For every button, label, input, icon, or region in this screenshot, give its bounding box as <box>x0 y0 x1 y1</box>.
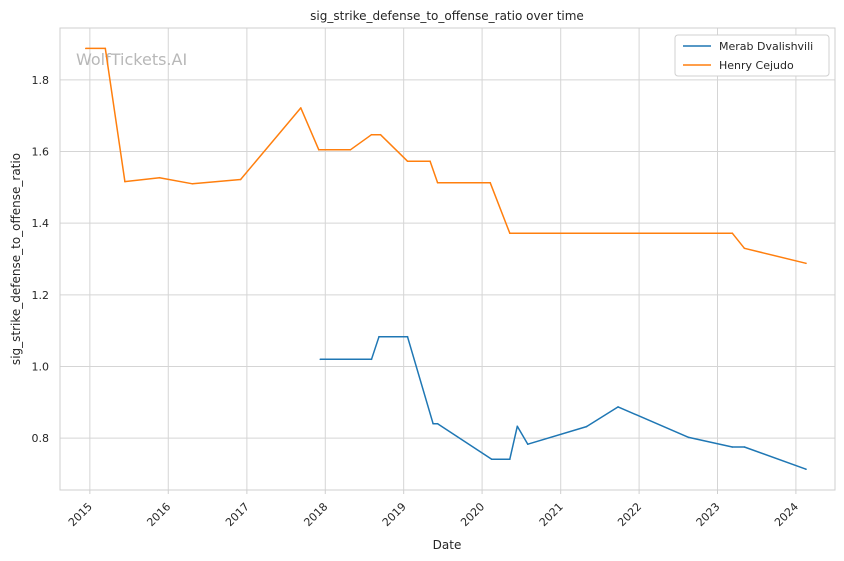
series-layer <box>85 47 807 471</box>
legend-box <box>674 34 830 77</box>
chart-title: sig_strike_defense_to_offense_ratio over… <box>310 9 584 23</box>
data-point-1-17 <box>743 247 746 250</box>
x-tick-label: 2018 <box>301 500 330 529</box>
y-tick-label: 0.8 <box>32 432 50 445</box>
data-point-1-12 <box>429 160 431 162</box>
x-tick-label: 2015 <box>66 500 95 529</box>
data-point-1-16 <box>731 232 734 234</box>
data-point-1-9 <box>370 133 373 136</box>
data-point-0-10 <box>585 425 588 428</box>
data-point-1-0 <box>85 47 87 50</box>
data-point-1-8 <box>349 149 352 151</box>
data-point-0-11 <box>617 406 619 408</box>
data-point-0-7 <box>509 458 511 461</box>
data-point-1-7 <box>318 149 320 151</box>
y-axis-label: sig_strike_defense_to_offense_ratio <box>9 153 23 365</box>
y-tick-label: 1.6 <box>32 146 50 159</box>
data-point-0-4 <box>432 422 434 425</box>
data-point-0-12 <box>687 436 690 439</box>
y-tick-label: 1.8 <box>32 74 50 87</box>
data-point-0-14 <box>743 446 746 448</box>
data-point-0-6 <box>490 458 493 461</box>
data-point-0-15 <box>805 468 807 471</box>
y-tick-labels: 0.8 1.0 1.2 1.4 1.6 1.8 <box>32 74 50 445</box>
legend: Merab Dvalishvili Henry Cejudo <box>674 34 830 77</box>
data-point-1-2 <box>124 180 126 183</box>
data-point-1-11 <box>406 160 409 162</box>
x-tick-label: 2021 <box>537 500 566 529</box>
x-tick-labels: 2015 2016 2017 2018 2019 2020 2021 2022 2023 2024 <box>66 490 801 529</box>
data-point-1-6 <box>300 107 302 109</box>
y-tick-label: 1.0 <box>32 360 50 373</box>
x-tick-label: 2020 <box>458 500 487 529</box>
data-point-0-13 <box>731 446 734 448</box>
x-tick-label: 2017 <box>223 500 252 529</box>
data-point-1-4 <box>191 183 194 185</box>
data-point-1-13 <box>436 181 439 184</box>
y-tick-label: 1.2 <box>32 289 50 302</box>
y-tick-label: 1.4 <box>32 217 50 230</box>
data-point-0-1 <box>370 358 373 361</box>
data-point-0-9 <box>527 443 529 446</box>
data-point-0-8 <box>516 425 519 428</box>
plot-frame <box>59 27 836 491</box>
data-point-0-3 <box>406 335 409 338</box>
x-tick-label: 2024 <box>772 500 801 529</box>
data-point-1-10 <box>379 133 382 136</box>
series-line-1 <box>85 47 807 265</box>
x-tick-label: 2019 <box>380 500 409 529</box>
x-tick-label: 2023 <box>694 500 723 529</box>
legend-label-1: Henry Cejudo <box>719 59 794 72</box>
data-point-1-1 <box>104 47 107 50</box>
x-tick-label: 2022 <box>615 500 644 529</box>
x-tick-label: 2016 <box>144 500 173 529</box>
data-point-1-18 <box>805 262 807 265</box>
data-point-0-2 <box>378 335 380 338</box>
grid <box>60 28 835 490</box>
data-point-1-5 <box>239 178 242 181</box>
data-point-1-14 <box>489 181 492 184</box>
x-axis-label: Date <box>433 538 462 552</box>
watermark: WolfTickets.AI <box>76 50 187 69</box>
data-point-1-15 <box>509 232 511 234</box>
data-point-1-3 <box>158 176 161 179</box>
data-point-0-5 <box>436 422 439 425</box>
data-point-0-0 <box>319 358 322 361</box>
series-line-0 <box>320 335 807 470</box>
legend-label-0: Merab Dvalishvili <box>719 40 813 53</box>
